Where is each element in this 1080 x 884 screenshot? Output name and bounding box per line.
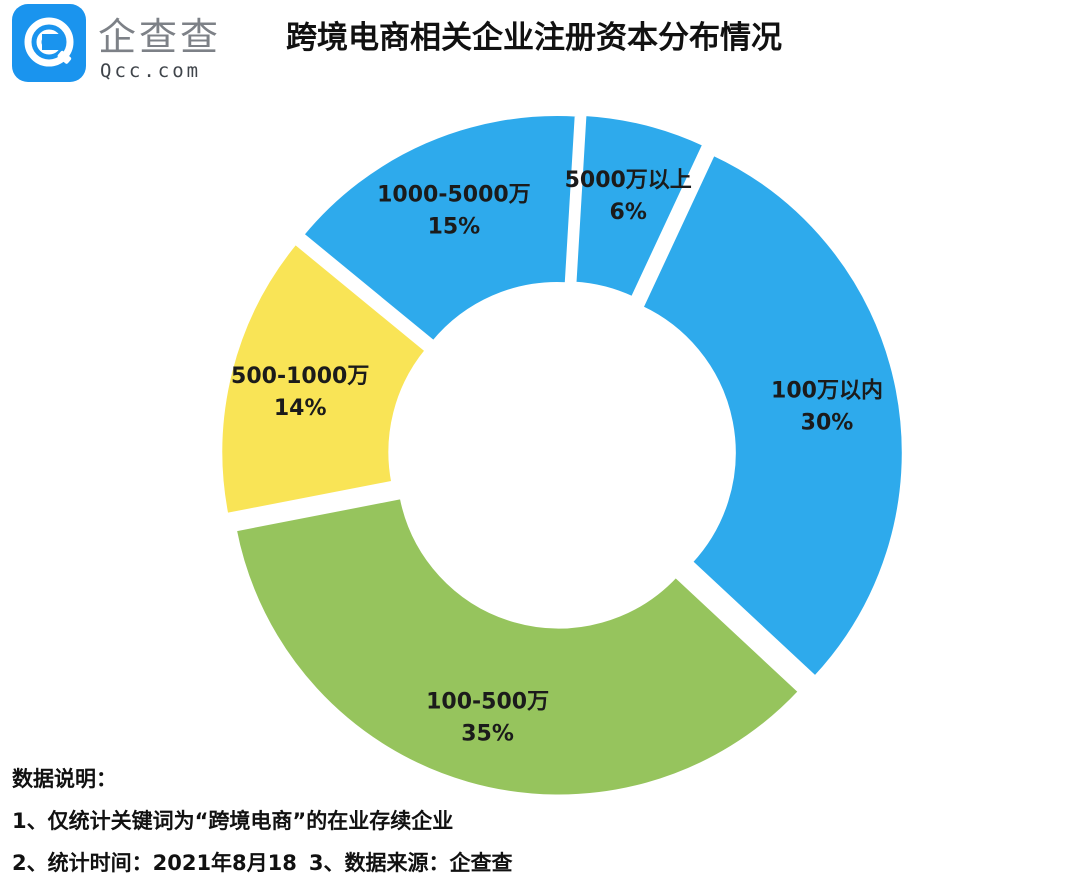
logo-domain: Qcc.com <box>100 60 202 82</box>
slice-0 <box>639 151 906 680</box>
slice-1 <box>232 495 803 799</box>
qcc-logo-icon <box>12 4 86 82</box>
qcc-logo: 企查查 Qcc.com <box>12 4 244 86</box>
slice-value-3: 15% <box>428 215 481 240</box>
notes-source: 3、数据来源：企查查 <box>308 851 513 875</box>
slice-label-4: 5000万以上 <box>565 168 692 193</box>
notes-heading: 数据说明： <box>12 767 117 791</box>
slice-label-2: 500-1000万 <box>231 364 369 389</box>
slice-label-0: 100万以内 <box>771 379 883 404</box>
logo-name: 企查查 <box>98 15 222 59</box>
donut-labels: 100万以内 30% 100-500万 35% 500-1000万 14% 1000-500… <box>231 168 883 746</box>
notes-stat-time: 2、统计时间：2021年8月18 <box>12 851 297 875</box>
slice-value-0: 30% <box>801 411 854 436</box>
chart-title: 跨境电商相关企业注册资本分布情况 <box>286 20 782 56</box>
slice-value-2: 14% <box>274 396 327 421</box>
slice-value-4: 6% <box>610 200 647 225</box>
slice-2 <box>218 240 429 518</box>
slice-label-3: 1000-5000万 <box>377 183 531 208</box>
slice-3 <box>300 112 579 345</box>
notes-line-1: 1、仅统计关键词为“跨境电商”的在业存续企业 <box>12 809 454 833</box>
slice-label-1: 100-500万 <box>426 690 549 715</box>
data-notes: 数据说明： 1、仅统计关键词为“跨境电商”的在业存续企业 2、统计时间：2021… <box>12 758 513 884</box>
slice-4 <box>572 111 707 301</box>
slice-value-1: 35% <box>461 722 514 747</box>
donut-slices <box>218 111 906 799</box>
notes-line-2: 2、统计时间：2021年8月18 3、数据来源：企查查 <box>12 842 513 884</box>
